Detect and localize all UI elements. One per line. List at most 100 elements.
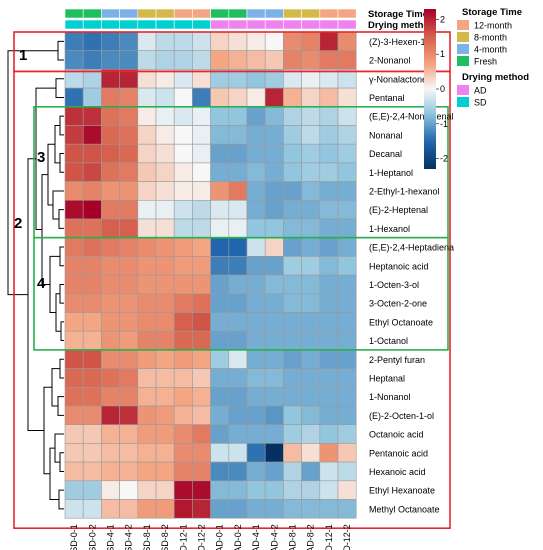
heatmap-cell (101, 31, 120, 52)
heatmap-cell (64, 461, 84, 482)
row-label: Pentanoic acid (369, 448, 428, 458)
heatmap-cell (137, 181, 157, 201)
heatmap-cell (137, 405, 157, 426)
heatmap-cell (119, 349, 139, 369)
heatmap-cell (337, 480, 357, 500)
heatmap-cell (319, 349, 339, 369)
heatmap-cell (64, 386, 84, 407)
heatmap-cell (119, 31, 139, 52)
heatmap-cell (337, 31, 357, 52)
heatmap-cell (173, 31, 193, 52)
heatmap-cell (319, 162, 339, 182)
heatmap-cell (319, 181, 339, 201)
heatmap-cell (101, 330, 120, 351)
heatmap-cell (137, 237, 157, 257)
heatmap-cell (283, 69, 302, 89)
heatmap-cell (210, 274, 230, 295)
heatmap-cell (119, 181, 139, 201)
annotation-cell (319, 19, 339, 30)
heatmap-cell (283, 200, 302, 220)
heatmap-cell (264, 499, 284, 519)
heatmap-cell (101, 218, 120, 239)
heatmap-cell (228, 143, 248, 164)
heatmap-cell (119, 480, 139, 500)
cluster-box-4 (33, 236, 449, 351)
heatmap-cell (264, 200, 284, 220)
heatmap-cell (337, 312, 357, 332)
heatmap-cell (210, 330, 230, 351)
heatmap-cell (228, 69, 248, 89)
legend-swatch (457, 44, 469, 54)
heatmap-cell (64, 143, 84, 164)
row-label: 1-Hexanol (369, 224, 410, 234)
annotation-cell (264, 19, 284, 30)
annotation-cell (82, 19, 102, 30)
heatmap-cell (210, 237, 230, 257)
heatmap-cell (246, 200, 266, 220)
heatmap-cell (192, 50, 211, 70)
color-bar-tick-label: -1 (440, 119, 448, 129)
heatmap-cell (337, 349, 357, 369)
heatmap-cell (82, 125, 102, 145)
annotation-cell (264, 8, 284, 19)
column-label: SD-8-2 (160, 524, 170, 550)
heatmap-cell (192, 312, 211, 332)
heatmap-cell (155, 50, 175, 70)
heatmap-cell (192, 106, 211, 126)
heatmap-cell (337, 200, 357, 220)
heatmap-cell (283, 499, 302, 519)
heatmap-cell (101, 424, 120, 444)
heatmap-cell (337, 368, 357, 388)
heatmap-cell (337, 386, 357, 407)
heatmap-cell (173, 162, 193, 182)
heatmap-cell (173, 330, 193, 351)
heatmap-cell (64, 349, 84, 369)
legend-swatch (457, 85, 469, 95)
heatmap-cell (137, 499, 157, 519)
heatmap-cell (228, 368, 248, 388)
heatmap-cell (264, 293, 284, 313)
heatmap-cell (101, 386, 120, 407)
heatmap-cell (192, 125, 211, 145)
heatmap-cell (319, 256, 339, 276)
heatmap-cell (337, 143, 357, 164)
heatmap-cell (173, 368, 193, 388)
heatmap-cell (101, 237, 120, 257)
row-label: (E,E)-2,4-Heptadiena (369, 243, 454, 253)
heatmap-cell (283, 106, 302, 126)
heatmap-cell (155, 424, 175, 444)
heatmap-cell (301, 50, 321, 70)
column-label: AD-0-2 (233, 524, 243, 550)
row-labels: (Z)-3-Hexen-1-ol 2-Nonanol γ-Nonalactone Pe… (369, 37, 454, 514)
heatmap-cell (319, 143, 339, 164)
annotation-cell (137, 19, 157, 30)
column-label: SD-4-1 (106, 524, 116, 550)
heatmap-cell (173, 443, 193, 463)
heatmap-cell (155, 499, 175, 519)
heatmap-cell (155, 69, 175, 89)
heatmap-cell (82, 480, 102, 500)
heatmap-cell (228, 181, 248, 201)
heatmap-cell (337, 293, 357, 313)
legend-label: 8-month (474, 33, 507, 43)
heatmap-cell (319, 125, 339, 145)
heatmap-cell (82, 181, 102, 201)
heatmap-cell (246, 405, 266, 426)
heatmap-cell (173, 293, 193, 313)
heatmap-cell (119, 424, 139, 444)
heatmap-cell (319, 293, 339, 313)
heatmap-cell (301, 312, 321, 332)
heatmap-cell (283, 293, 302, 313)
heatmap-cell (264, 274, 284, 295)
heatmap-cell (192, 162, 211, 182)
heatmap-cell (64, 69, 84, 89)
heatmap-cell (264, 162, 284, 182)
heatmap-cell (82, 293, 102, 313)
column-label: AD-8-1 (288, 524, 298, 550)
heatmap-cell (101, 106, 120, 126)
heatmap-cell (283, 405, 302, 426)
heatmap-cell (264, 443, 284, 463)
heatmap-cell (228, 162, 248, 182)
dendrogram-branch (55, 78, 64, 98)
heatmap-cell (192, 480, 211, 500)
